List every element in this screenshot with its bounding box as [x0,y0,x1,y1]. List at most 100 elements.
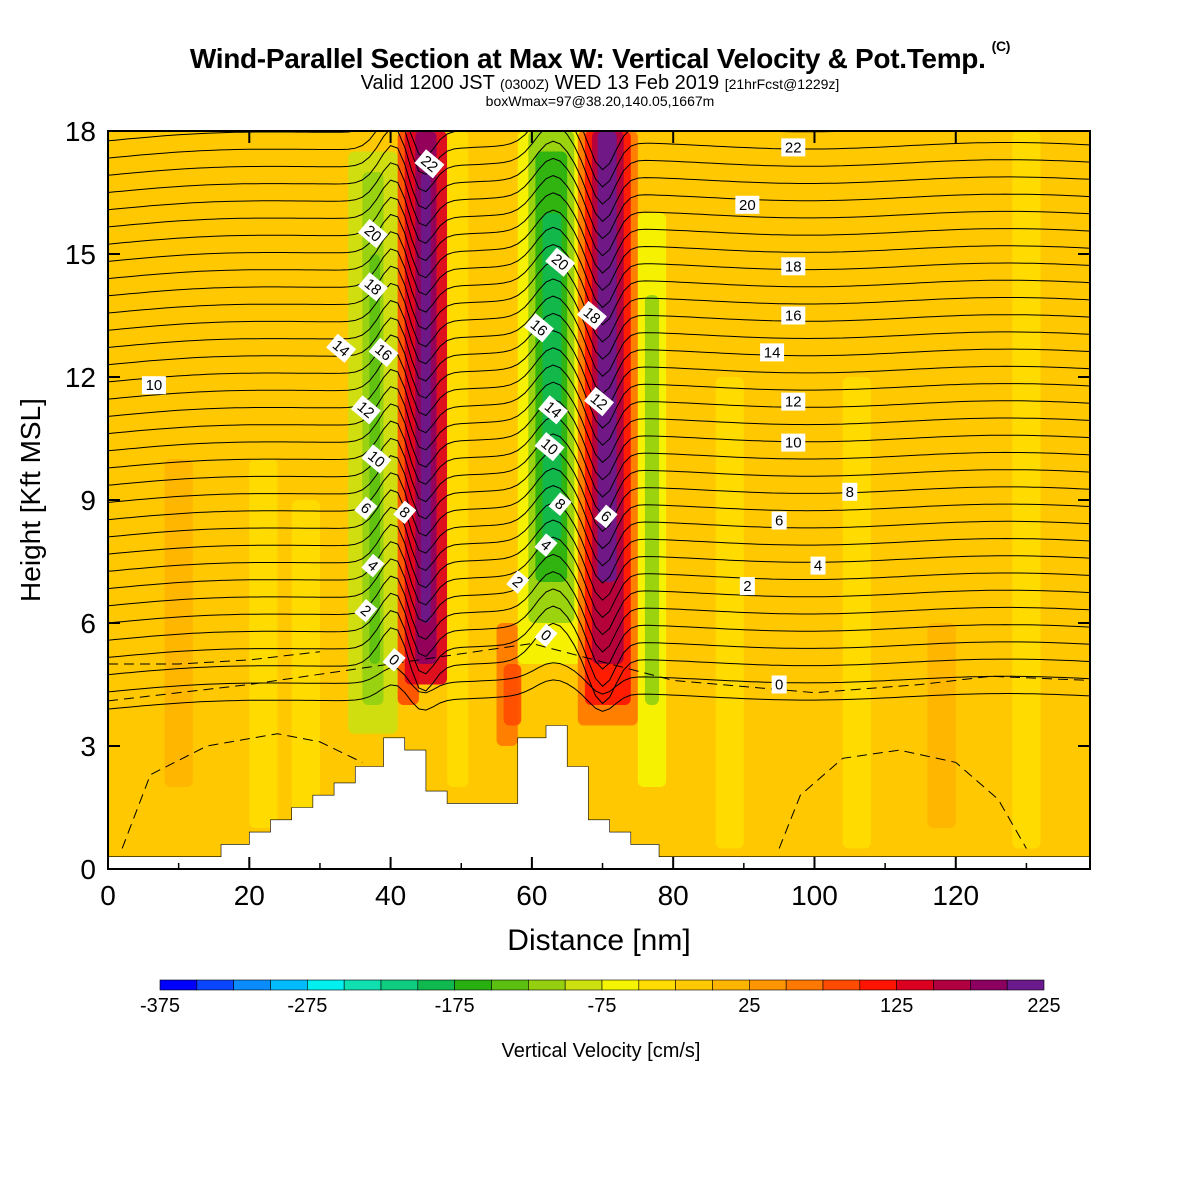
y-tick-label: 0 [80,854,96,885]
theta-contour-line [108,175,1090,257]
velocity-band [644,295,660,705]
contour-label-box [594,504,618,529]
theta-contour-line [108,398,1090,481]
contour-label-box [361,444,392,474]
colorbar-tick-label: -75 [588,995,617,1017]
colorbar-tick-label: -175 [435,995,475,1017]
contour-label: 18 [781,257,806,276]
colorbar-swatch [233,979,271,991]
colorbar-swatch [749,979,787,991]
theta-contour-line [108,295,1090,378]
contour-label: 6 [354,496,378,520]
contour-label-box [538,395,569,425]
theta-contour-dashed [108,642,1090,702]
contour-label: 20 [735,195,760,214]
contour-label-text: 16 [785,308,802,325]
contour-label-box [382,648,406,672]
contour-label-box [760,343,785,362]
theta-contour-line [108,312,1090,395]
contour-label: 8 [393,500,417,525]
contour-label: 20 [545,247,576,277]
theta-contour-line [108,140,1090,223]
theta-contour-line [108,571,1090,653]
contour-label: 4 [810,556,826,575]
theta-contour-line [108,679,1090,712]
contour-label-text: 14 [764,344,781,361]
contour-label-box [584,386,614,417]
chart-title: Wind-Parallel Section at Max W: Vertical… [189,37,1011,74]
colorbar-swatch [159,979,198,991]
colorbar-swatch [454,979,492,991]
colorbar-tick-label: -275 [287,995,327,1017]
contour-label-box [350,395,381,425]
theta-contour-line [108,502,1090,584]
colorbar-tick-label: 25 [738,995,760,1017]
contour-label: 8 [548,492,572,516]
theta-contour-line [108,622,1090,705]
velocity-band [715,377,744,849]
colorbar: -375 -275 -175 -75 25 125 225 [140,979,1061,1017]
chart-subtitle: Valid 1200 JST (0300Z) WED 13 Feb 2019 [… [360,72,840,94]
theta-contour-line [108,553,1090,636]
colorbar-swatch [785,979,824,991]
contour-label-text: 6 [775,513,783,530]
theta-contour-line [108,416,1090,498]
contour-label: 20 [357,218,388,249]
contour-label: 4 [361,553,385,578]
colorbar-swatch [380,979,419,991]
contour-label-text: 10 [785,435,802,452]
velocity-band [291,500,320,828]
velocity-band [447,131,469,787]
contour-label: 14 [326,333,357,363]
contour-label-box [842,482,858,501]
colorbar-swatch [638,979,676,991]
contour-label: 4 [534,533,558,557]
contour-label: 12 [781,392,806,411]
theta-contour-line [108,192,1090,274]
contour-label-box [393,500,417,525]
contour-label-box [534,623,558,648]
theta-contour-line [108,347,1090,429]
theta-contour-line [108,485,1090,567]
contour-label-text: 4 [814,558,822,575]
colorbar-swatch [343,979,382,991]
velocity-band [927,623,956,828]
contour-label-box [414,149,445,179]
colorbar-swatch [970,979,1008,991]
theta-contour-line [108,605,1090,688]
contour-label-text: 2 [743,578,751,595]
x-axis-label: Distance [nm] [507,924,690,957]
contour-label-text: 22 [785,139,802,156]
contour-label-box [576,300,607,331]
contour-label-text: 10 [146,377,163,394]
chart-box-info: boxWmax=97@38.20,140.05,1667m [485,93,715,109]
theta-contour-line [108,381,1090,464]
theta-contour-line [108,588,1090,670]
theta-contour-line [108,278,1090,360]
contour-label-box [735,195,760,214]
velocity-band [1012,131,1041,849]
x-tick-label: 80 [658,880,689,911]
y-tick-label: 12 [65,362,96,393]
theta-contour-line [108,157,1090,240]
velocity-band [542,213,562,541]
theta-contour-line [108,261,1090,343]
contour-label-text: 8 [846,484,854,501]
y-axis-label: Height [Kft MSL] [15,398,46,602]
contour-label: 0 [382,648,406,672]
contour-label: 8 [842,482,858,501]
contour-label: 0 [771,675,787,694]
contour-label-box [781,306,806,325]
colorbar-swatch [859,979,897,991]
contour-label: 16 [368,337,399,368]
contour-label-box [534,533,558,557]
contour-label-box [357,272,388,302]
contour-label: 2 [739,577,755,596]
contour-label-box [771,511,787,530]
contour-label: 22 [781,138,806,157]
x-tick-label: 0 [100,880,116,911]
colorbar-tick-label: 225 [1027,995,1060,1017]
contour-label: 10 [534,432,565,462]
